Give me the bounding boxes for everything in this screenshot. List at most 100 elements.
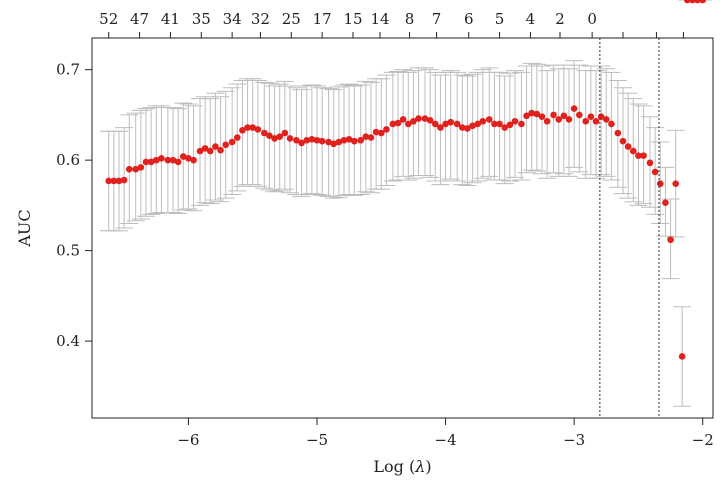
data-point xyxy=(421,115,429,122)
top-tick-label: 0 xyxy=(587,10,597,28)
data-point xyxy=(158,155,165,162)
data-point xyxy=(415,115,422,122)
data-point xyxy=(608,120,615,128)
x-tick-label: −3 xyxy=(563,431,585,449)
data-point xyxy=(592,117,600,125)
data-point xyxy=(614,129,622,137)
data-point xyxy=(120,176,128,184)
y-tick-label: 0.6 xyxy=(56,151,80,169)
data-point xyxy=(394,119,402,127)
data-point xyxy=(602,116,610,123)
data-point xyxy=(169,156,177,164)
data-point xyxy=(271,135,278,142)
top-tick-label: 4 xyxy=(526,10,536,28)
data-point xyxy=(174,158,182,166)
y-axis-label: AUC xyxy=(15,209,34,247)
top-tick-label: 6 xyxy=(464,10,474,28)
top-tick-label: 14 xyxy=(370,10,389,28)
data-point xyxy=(345,136,353,143)
data-point xyxy=(437,124,444,131)
data-point xyxy=(260,129,268,137)
data-point xyxy=(453,120,461,128)
x-tick-label: −5 xyxy=(306,431,328,449)
data-point xyxy=(410,117,417,125)
data-point xyxy=(389,120,397,128)
data-point xyxy=(550,111,557,119)
data-point xyxy=(485,116,493,123)
data-point xyxy=(575,111,583,119)
top-tick-label: 8 xyxy=(405,10,415,28)
data-point xyxy=(308,136,316,143)
plot-frame xyxy=(91,37,714,419)
data-point xyxy=(185,155,192,162)
data-point xyxy=(518,120,525,128)
data-point xyxy=(672,180,680,187)
reference-lines xyxy=(599,38,660,418)
data-point xyxy=(233,134,241,141)
data-point xyxy=(179,153,187,160)
data-point xyxy=(479,117,487,125)
data-point xyxy=(313,136,321,144)
data-point xyxy=(689,0,696,4)
data-point xyxy=(667,236,674,244)
data-point xyxy=(570,105,578,112)
data-point xyxy=(619,137,627,145)
data-point xyxy=(325,138,332,146)
top-tick-label: 17 xyxy=(313,10,332,28)
x-tick-label: −2 xyxy=(692,431,714,449)
data-point xyxy=(560,112,568,120)
data-point xyxy=(249,124,257,131)
data-point xyxy=(254,126,262,133)
data-point xyxy=(142,158,150,166)
top-tick-label: 5 xyxy=(495,10,505,28)
data-point xyxy=(286,135,294,142)
data-point xyxy=(276,133,284,140)
top-tick-label: 32 xyxy=(251,10,270,28)
data-point xyxy=(110,177,118,185)
data-point xyxy=(266,132,273,140)
data-point xyxy=(105,177,113,185)
x-axis-label-prefix: Log ( xyxy=(373,457,415,476)
data-point xyxy=(543,117,551,125)
point-layer xyxy=(105,0,707,360)
top-tick-label: 25 xyxy=(282,10,301,28)
data-point xyxy=(244,124,251,131)
data-point xyxy=(447,118,455,126)
data-point xyxy=(587,113,595,121)
data-point xyxy=(228,138,236,146)
data-point xyxy=(646,159,654,167)
data-point xyxy=(464,125,471,132)
data-point xyxy=(651,168,659,176)
errorbar-layer xyxy=(99,0,712,407)
data-point xyxy=(335,138,343,146)
data-point xyxy=(699,0,707,4)
data-point xyxy=(656,180,664,187)
top-tick-label: 34 xyxy=(223,10,242,28)
data-point xyxy=(137,164,145,171)
x-tick-label: −4 xyxy=(435,431,457,449)
data-point xyxy=(635,152,642,159)
top-tick-label: 47 xyxy=(130,10,149,28)
data-point xyxy=(318,137,326,145)
data-point xyxy=(293,136,300,144)
data-point xyxy=(404,120,412,128)
top-axis: 52 47 41 35 34 32 25 17 15 14 8 7 6 5 4 2 0 xyxy=(99,10,684,38)
data-point xyxy=(678,353,686,360)
data-point xyxy=(330,140,338,148)
data-point xyxy=(442,120,449,128)
data-point xyxy=(303,136,311,144)
data-point xyxy=(683,0,691,4)
data-point xyxy=(132,165,140,173)
data-point xyxy=(367,134,375,141)
y-tick-label: 0.5 xyxy=(56,242,80,260)
data-point xyxy=(399,116,407,123)
data-point xyxy=(222,141,230,149)
data-point xyxy=(115,177,123,185)
data-point xyxy=(212,143,219,150)
data-point xyxy=(469,122,476,130)
data-point xyxy=(629,147,637,155)
top-tick-label: 35 xyxy=(192,10,211,28)
data-point xyxy=(377,129,385,137)
data-point xyxy=(426,117,434,124)
data-point xyxy=(431,120,439,128)
